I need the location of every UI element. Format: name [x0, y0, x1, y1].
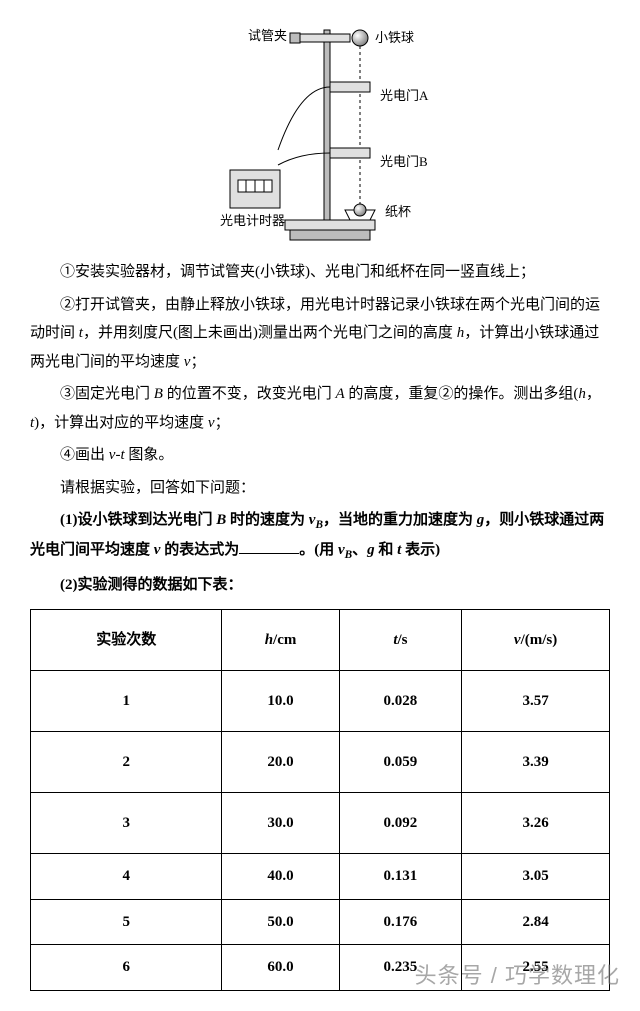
table-cell: 3.26 — [462, 793, 610, 854]
label-gate-a: 光电门A — [380, 88, 429, 103]
label-cup: 纸杯 — [385, 204, 411, 219]
col-t: t/s — [339, 610, 462, 671]
table-cell: 20.0 — [222, 732, 339, 793]
step-4: ④画出 v-t 图象。 — [30, 441, 610, 470]
table-cell: 60.0 — [222, 945, 339, 991]
label-clamp: 试管夹 — [248, 28, 287, 43]
table-cell: 40.0 — [222, 854, 339, 900]
table-row: 330.00.0923.26 — [31, 793, 610, 854]
label-gate-b: 光电门B — [380, 154, 428, 169]
answer-blank[interactable] — [239, 538, 299, 554]
col-v: v/(m/s) — [462, 610, 610, 671]
label-ball: 小铁球 — [375, 30, 414, 45]
table-cell: 0.176 — [339, 899, 462, 945]
prompt: 请根据实验，回答如下问题： — [30, 474, 610, 503]
table-cell: 0.059 — [339, 732, 462, 793]
step-2: ②打开试管夹，由静止释放小铁球，用光电计时器记录小铁球在两个光电门间的运动时间 … — [30, 291, 610, 377]
table-cell: 30.0 — [222, 793, 339, 854]
table-cell: 2 — [31, 732, 222, 793]
label-timer: 光电计时器 — [220, 213, 285, 228]
step-1: ①安装实验器材，调节试管夹(小铁球)、光电门和纸杯在同一竖直线上； — [30, 258, 610, 287]
col-h: h/cm — [222, 610, 339, 671]
table-row: 440.00.1313.05 — [31, 854, 610, 900]
table-cell: 0.131 — [339, 854, 462, 900]
table-cell: 50.0 — [222, 899, 339, 945]
question-2: (2)实验测得的数据如下表： — [30, 571, 610, 600]
table-cell: 3 — [31, 793, 222, 854]
table-cell: 10.0 — [222, 671, 339, 732]
table-header-row: 实验次数 h/cm t/s v/(m/s) — [31, 610, 610, 671]
table-cell: 3.39 — [462, 732, 610, 793]
table-cell: 1 — [31, 671, 222, 732]
table-cell: 3.05 — [462, 854, 610, 900]
table-cell: 0.028 — [339, 671, 462, 732]
table-cell: 5 — [31, 899, 222, 945]
col-trial: 实验次数 — [31, 610, 222, 671]
table-row: 220.00.0593.39 — [31, 732, 610, 793]
question-1: (1)设小铁球到达光电门 B 时的速度为 vB，当地的重力加速度为 g，则小铁球… — [30, 506, 610, 567]
table-cell: 4 — [31, 854, 222, 900]
table-cell: 6 — [31, 945, 222, 991]
step-3: ③固定光电门 B 的位置不变，改变光电门 A 的高度，重复②的操作。测出多组(h… — [30, 380, 610, 437]
table-cell: 0.092 — [339, 793, 462, 854]
table-cell: 2.84 — [462, 899, 610, 945]
table-cell: 3.57 — [462, 671, 610, 732]
data-table: 实验次数 h/cm t/s v/(m/s) 110.00.0283.57220.… — [30, 609, 610, 991]
table-cell: 0.235 — [339, 945, 462, 991]
table-row: 550.00.1762.84 — [31, 899, 610, 945]
table-cell: 2.55 — [462, 945, 610, 991]
table-row: 660.00.2352.55 — [31, 945, 610, 991]
apparatus-diagram: 试管夹 小铁球 光电门A 光电门B 纸杯 光电计时器 — [190, 20, 450, 250]
table-row: 110.00.0283.57 — [31, 671, 610, 732]
